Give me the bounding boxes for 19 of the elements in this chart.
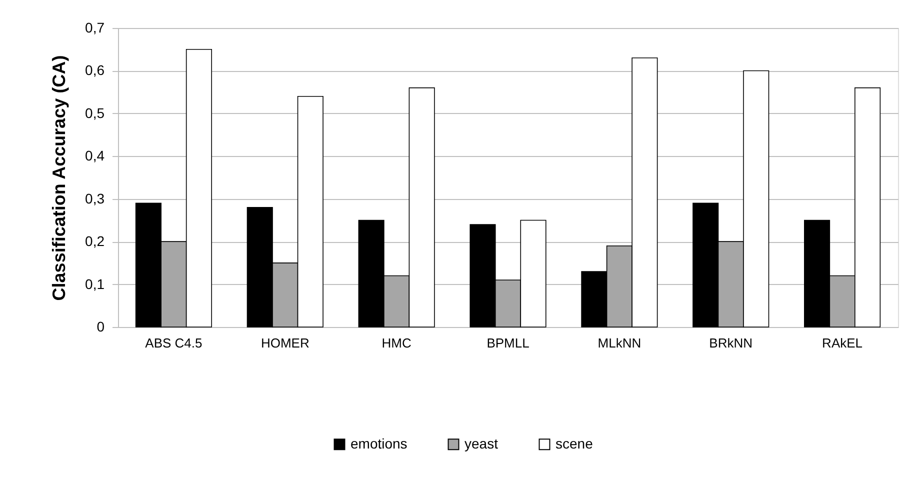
legend-label: emotions: [350, 435, 408, 452]
x-tick-label: BRkNN: [709, 336, 753, 350]
y-tick-label: 0: [96, 318, 105, 334]
y-tick-label: 0,3: [85, 190, 105, 206]
legend-label: scene: [556, 435, 594, 452]
x-tick-label: HOMER: [260, 336, 310, 350]
y-tick-label: 0,6: [85, 62, 105, 78]
x-tick-label: HMC: [382, 336, 412, 350]
x-tick-label: RAkEL: [822, 336, 863, 350]
y-axis-title: Classification Accuracy (CA): [49, 55, 70, 301]
y-tick-label: 0,7: [85, 20, 105, 36]
y-tick-label: 0,4: [85, 148, 105, 164]
y-tick-label: 0,5: [85, 104, 105, 121]
x-tick-label: ABS C4.5: [145, 336, 202, 350]
y-tick-label: 0,1: [85, 276, 105, 292]
x-tick-label: MLkNN: [598, 336, 642, 350]
x-tick-label: BPMLL: [486, 336, 530, 350]
legend-label: yeast: [464, 435, 498, 452]
y-tick-label: 0,2: [85, 233, 105, 250]
